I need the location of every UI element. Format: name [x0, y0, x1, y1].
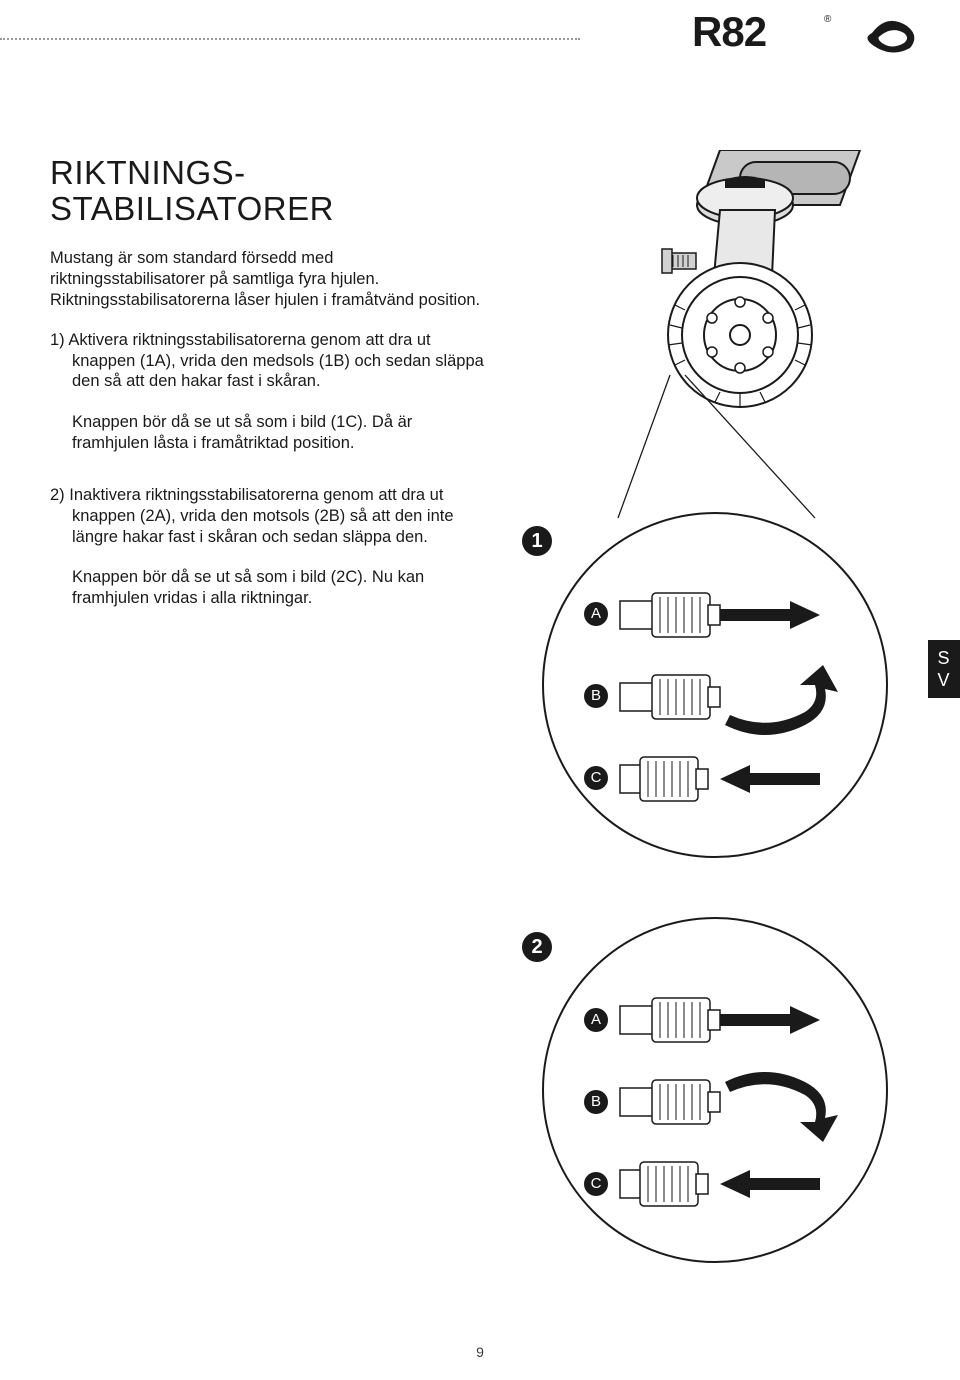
- intro-paragraph: Mustang är som standard försedd med rikt…: [50, 248, 490, 310]
- logo-text: R82: [692, 8, 766, 55]
- brand-logo: R82 ®: [692, 8, 922, 58]
- callout-2a: A: [584, 1008, 608, 1032]
- language-tab: SV: [928, 640, 960, 698]
- callout-2b: B: [584, 1090, 608, 1114]
- header-divider: [0, 38, 580, 40]
- callout-1c: C: [584, 766, 608, 790]
- instruction-diagram: [520, 150, 910, 1280]
- figure-area: 1 2 A B C A B C: [520, 150, 910, 1280]
- text-column: RIKTNINGS- STABILISATORER Mustang är som…: [50, 155, 490, 628]
- language-code: SV: [937, 648, 950, 690]
- title-line-1: RIKTNINGS-: [50, 154, 246, 191]
- page-number: 9: [0, 1344, 960, 1360]
- step-1-paragraph: 1) Aktivera riktningsstabilisatorerna ge…: [50, 330, 490, 392]
- svg-text:®: ®: [824, 14, 832, 25]
- step-1-result: Knappen bör då se ut så som i bild (1C).…: [50, 412, 490, 453]
- title-line-2: STABILISATORER: [50, 190, 334, 227]
- callout-1b: B: [584, 684, 608, 708]
- step-2-paragraph: 2) Inaktivera riktningsstabilisatorerna …: [50, 485, 490, 547]
- step-2-result: Knappen bör då se ut så som i bild (2C).…: [50, 567, 490, 608]
- callout-2c: C: [584, 1172, 608, 1196]
- page-title: RIKTNINGS- STABILISATORER: [50, 155, 490, 226]
- callout-2: 2: [522, 932, 552, 962]
- callout-1: 1: [522, 526, 552, 556]
- callout-1a: A: [584, 602, 608, 626]
